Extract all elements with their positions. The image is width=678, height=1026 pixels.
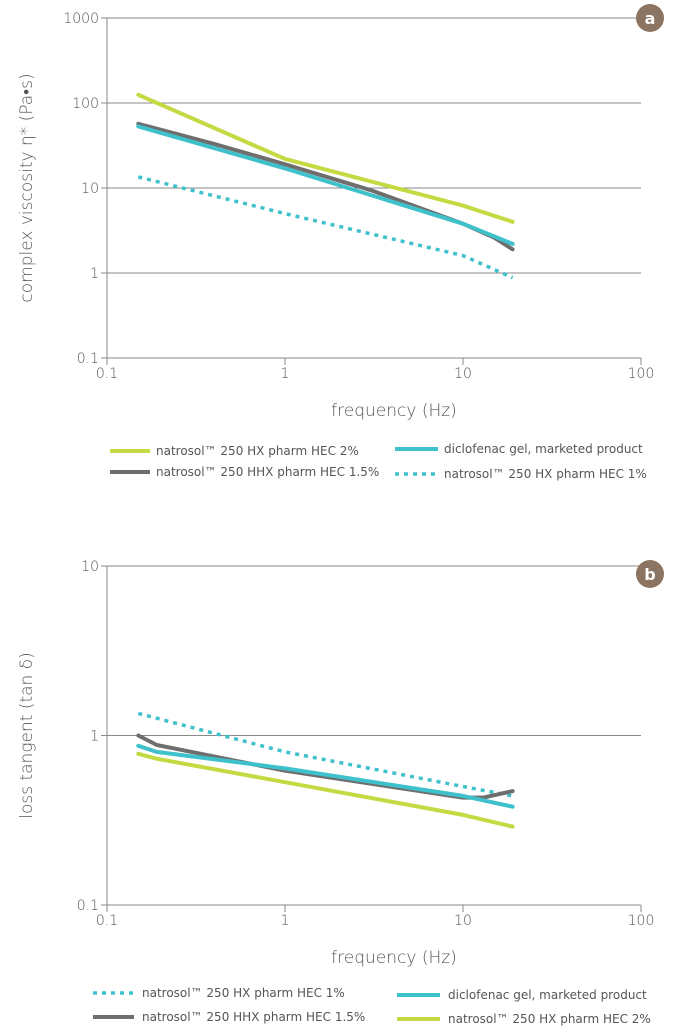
y-tick-label: 1000: [63, 11, 99, 27]
legend-entry: diclofenac gel, marketed product: [448, 988, 647, 1002]
legend-entry: natrosol™ 250 HX pharm HEC 1%: [444, 467, 647, 481]
x-tick-label: 1: [281, 366, 290, 382]
y-tick-label: 1: [90, 266, 99, 282]
series-line: [136, 92, 515, 224]
legend-entry: natrosol™ 250 HX pharm HEC 2%: [448, 1012, 651, 1026]
y-tick-label: 100: [72, 96, 99, 112]
x-axis-title: frequency (Hz): [331, 401, 457, 421]
y-axis-title: loss tangent (tan δ): [17, 652, 37, 819]
series-line: [136, 751, 515, 829]
x-tick-label: 0.1: [96, 366, 118, 382]
legend-entry: natrosol™ 250 HX pharm HEC 2%: [156, 444, 359, 458]
chart-panel-a: 0.1 1 10 100 1000 0.1 1 10 100 frequency (Hz) comp…: [17, 4, 664, 481]
legend-entry: natrosol™ 250 HHX pharm HEC 1.5%: [142, 1010, 365, 1024]
x-tick-label: 1: [281, 913, 290, 929]
y-axis-title: complex viscosity η* (Pa•s): [17, 73, 37, 302]
legend-entry: natrosol™ 250 HX pharm HEC 1%: [142, 986, 345, 1000]
panel-badge-letter: b: [644, 565, 655, 584]
y-tick-label: 0.1: [77, 351, 99, 367]
panel-badge: [636, 4, 664, 32]
series-line: [136, 743, 515, 809]
series-line: [137, 711, 513, 798]
legend-entry: diclofenac gel, marketed product: [444, 442, 643, 456]
x-axis-title: frequency (Hz): [331, 948, 457, 968]
x-tick-label: 0.1: [96, 913, 118, 929]
chart-panel-b: 0.1 1 10 0.1 1 10 100 frequency (Hz) loss tangen…: [17, 559, 664, 1026]
panel-badge-letter: a: [645, 9, 656, 28]
y-tick-label: 10: [81, 559, 99, 575]
x-tick-label: 100: [628, 913, 655, 929]
x-tick-label: 10: [454, 366, 472, 382]
series-line: [136, 124, 515, 246]
y-tick-label: 0.1: [77, 898, 99, 914]
x-tick-label: 10: [454, 913, 472, 929]
legend-entry: natrosol™ 250 HHX pharm HEC 1.5%: [156, 465, 379, 479]
panel-badge: [636, 560, 664, 588]
y-tick-label: 1: [90, 729, 99, 745]
series-line: [137, 175, 514, 280]
x-tick-label: 100: [628, 366, 655, 382]
y-tick-label: 10: [81, 181, 99, 197]
